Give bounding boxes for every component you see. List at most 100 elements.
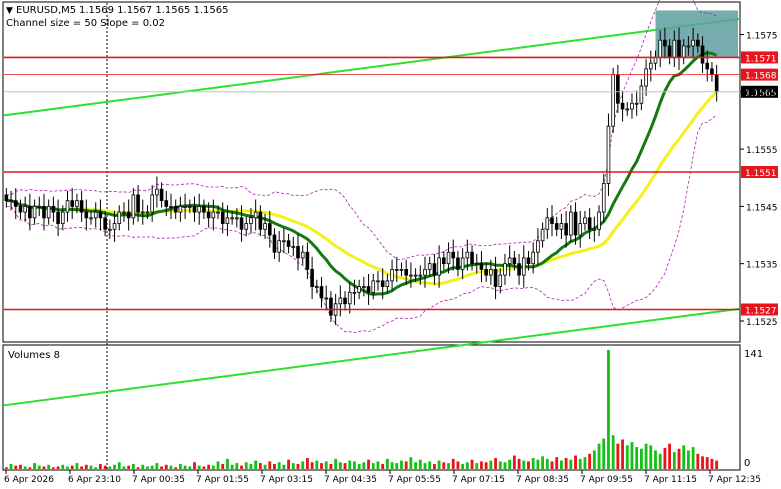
- candle: [108, 219, 112, 240]
- candle: [620, 90, 625, 122]
- candle: [277, 231, 281, 262]
- candle: [117, 205, 122, 231]
- candle: [390, 259, 394, 291]
- candle: [173, 199, 178, 219]
- candle: [357, 279, 361, 300]
- candle: [324, 285, 329, 311]
- candle: [456, 251, 460, 277]
- candle: [583, 210, 587, 231]
- candle: [700, 36, 705, 73]
- candle: [423, 256, 427, 288]
- candle: [272, 228, 277, 260]
- candle: [263, 213, 267, 240]
- candle: [498, 268, 503, 294]
- candle: [644, 59, 648, 96]
- candle: [267, 210, 272, 248]
- candle: [249, 208, 253, 234]
- x-tick-label: 7 Apr 09:55: [580, 475, 633, 485]
- level-label: 1.1551: [745, 169, 777, 179]
- candle: [291, 236, 296, 257]
- y-tick-label: 1.1575: [746, 32, 778, 42]
- candle: [418, 265, 423, 285]
- candle: [239, 205, 244, 242]
- candle: [573, 202, 578, 245]
- candle: [376, 271, 380, 291]
- candle: [122, 202, 126, 222]
- channel-upper-line: [3, 17, 741, 117]
- candle: [79, 190, 84, 222]
- candle: [413, 268, 418, 282]
- candle: [474, 253, 479, 274]
- candle: [197, 193, 202, 225]
- candle: [192, 196, 197, 222]
- volume-panel: [2, 344, 741, 471]
- candle: [329, 291, 333, 323]
- candle: [531, 242, 536, 274]
- x-tick-label: 7 Apr 00:35: [132, 475, 185, 485]
- candle: [399, 262, 404, 277]
- candle: [51, 196, 56, 222]
- candle: [187, 199, 192, 214]
- candle: [65, 190, 70, 222]
- candle: [606, 113, 611, 197]
- candle: [611, 67, 615, 134]
- x-tick-label: 7 Apr 05:55: [388, 475, 441, 485]
- candle: [126, 199, 131, 231]
- candle: [9, 190, 13, 211]
- candle: [253, 199, 258, 231]
- candle: [103, 210, 107, 237]
- candle: [42, 193, 46, 231]
- candle: [56, 199, 60, 237]
- candle: [686, 36, 691, 56]
- candle: [70, 188, 75, 219]
- candle: [663, 27, 667, 59]
- candle: [282, 228, 286, 254]
- candle: [465, 239, 470, 271]
- candle: [587, 208, 592, 240]
- current-price-tag: [741, 85, 778, 98]
- candle: [394, 256, 399, 282]
- candle: [235, 208, 239, 228]
- candle: [705, 50, 710, 82]
- candle: [507, 245, 512, 277]
- y-tick-label: 1.1565: [746, 89, 778, 99]
- candle: [296, 233, 300, 271]
- candle: [220, 202, 225, 234]
- chart-symbol-triangle: ▼: [6, 6, 13, 16]
- candle: [592, 216, 597, 242]
- x-tick-label: 7 Apr 11:15: [644, 475, 697, 485]
- x-tick-label: 7 Apr 03:15: [260, 475, 313, 485]
- candle: [347, 282, 352, 314]
- volumes-label: Volumes 8: [8, 350, 60, 361]
- candle: [493, 256, 498, 300]
- candle: [93, 202, 98, 228]
- candle: [338, 285, 343, 317]
- candle: [517, 253, 521, 285]
- candle: [183, 193, 187, 219]
- candle: [343, 291, 347, 311]
- level-label: 1.1571: [745, 54, 777, 64]
- x-tick-label: 7 Apr 08:35: [516, 475, 569, 485]
- candle: [23, 196, 27, 222]
- candle: [550, 205, 554, 237]
- candle: [46, 199, 51, 225]
- current-price-label: 1.1565: [745, 89, 777, 99]
- candle: [145, 205, 150, 219]
- candle: [545, 208, 550, 240]
- x-tick-label: 7 Apr 04:35: [324, 475, 377, 485]
- level-tag: [741, 166, 778, 178]
- candle: [211, 199, 216, 231]
- candle: [244, 216, 249, 237]
- candle: [159, 182, 164, 208]
- candle: [169, 193, 173, 219]
- x-tick-label: 7 Apr 07:15: [452, 475, 505, 485]
- candle: [446, 242, 451, 274]
- candle: [225, 205, 230, 237]
- candle: [37, 196, 42, 217]
- candle: [470, 245, 474, 271]
- candle: [155, 176, 159, 208]
- candle: [136, 185, 140, 222]
- candle: [569, 205, 573, 242]
- envelope-upper-line: [6, 0, 717, 260]
